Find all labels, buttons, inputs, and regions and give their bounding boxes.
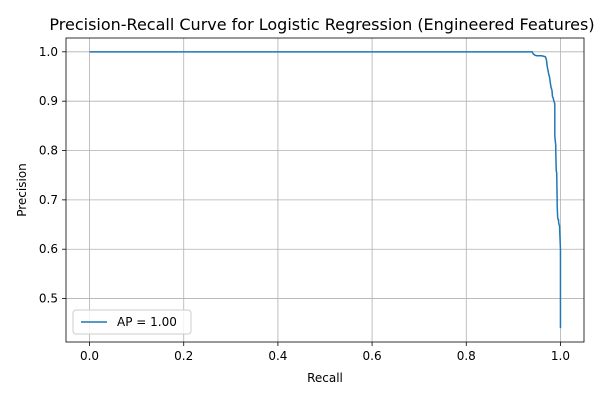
x-tick-label: 0.8 xyxy=(457,349,476,363)
y-tick-label: 0.9 xyxy=(39,94,58,108)
legend-entry-label: AP = 1.00 xyxy=(117,315,177,329)
y-tick-label: 0.7 xyxy=(39,193,58,207)
legend: AP = 1.00 xyxy=(72,309,192,335)
y-axis-ticks: 0.5 0.6 0.7 0.8 0.9 1.0 xyxy=(39,45,66,306)
pr-curve-line xyxy=(89,51,562,329)
y-tick-label: 0.6 xyxy=(39,242,58,256)
x-tick-label: 0.4 xyxy=(268,349,287,363)
x-tick-label: 0.0 xyxy=(80,349,99,363)
x-axis-ticks: 0.0 0.2 0.4 0.6 0.8 1.0 xyxy=(80,342,570,363)
y-tick-label: 1.0 xyxy=(39,45,58,59)
y-tick-label: 0.5 xyxy=(39,292,58,306)
chart-title: Precision-Recall Curve for Logistic Regr… xyxy=(49,15,594,34)
x-axis-label: Recall xyxy=(307,371,343,385)
y-axis-label: Precision xyxy=(15,163,29,217)
series-layer xyxy=(89,51,562,329)
x-tick-label: 0.2 xyxy=(174,349,193,363)
grid xyxy=(66,38,584,342)
x-tick-label: 0.6 xyxy=(363,349,382,363)
y-tick-label: 0.8 xyxy=(39,144,58,158)
legend-box xyxy=(72,309,192,335)
x-tick-label: 1.0 xyxy=(551,349,570,363)
plot-frame xyxy=(65,37,585,343)
